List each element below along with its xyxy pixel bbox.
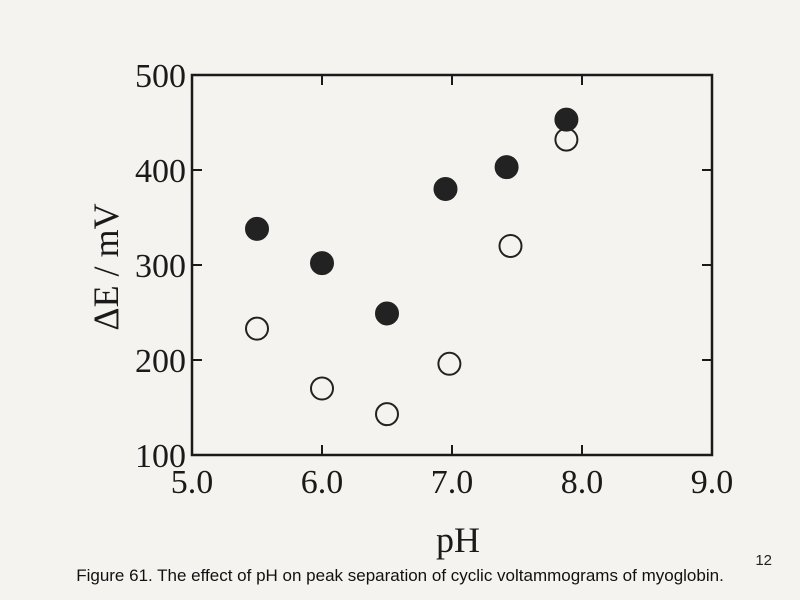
- open-data-point: [554, 127, 579, 152]
- filled-data-point: [245, 216, 269, 241]
- y-tick-label: 400: [135, 153, 186, 190]
- figure-caption: Figure 61. The effect of pH on peak sepa…: [76, 566, 724, 585]
- open-data-point: [375, 402, 399, 427]
- x-tick-label: 5.0: [171, 464, 214, 501]
- open-data-point: [498, 234, 523, 258]
- filled-data-point: [554, 107, 579, 132]
- y-axis-title: ΔE / mV: [86, 203, 126, 330]
- x-axis-title: pH: [436, 520, 480, 560]
- x-tick-label: 9.0: [691, 464, 734, 501]
- open-data-point: [310, 376, 334, 401]
- y-tick-label: 300: [135, 248, 186, 285]
- filled-data-point: [375, 301, 399, 326]
- page-number: 12: [755, 552, 772, 569]
- plot-frame: [190, 73, 714, 457]
- y-tick-label: 200: [135, 343, 186, 380]
- x-tick-label: 7.0: [431, 464, 474, 501]
- x-tick-label: 8.0: [561, 464, 604, 501]
- x-tick-label: 6.0: [301, 464, 344, 501]
- open-data-point: [437, 351, 462, 376]
- open-data-point: [245, 316, 269, 341]
- filled-data-point: [433, 177, 458, 201]
- filled-data-point: [310, 251, 334, 276]
- y-tick-label: 100: [135, 438, 186, 475]
- filled-data-point: [494, 155, 519, 180]
- plot-area: 5.0 6.0 7.0 8.0 9.0 100 200 300 400 500 pH ΔE / mV: [86, 58, 733, 560]
- y-tick-label: 500: [135, 58, 186, 95]
